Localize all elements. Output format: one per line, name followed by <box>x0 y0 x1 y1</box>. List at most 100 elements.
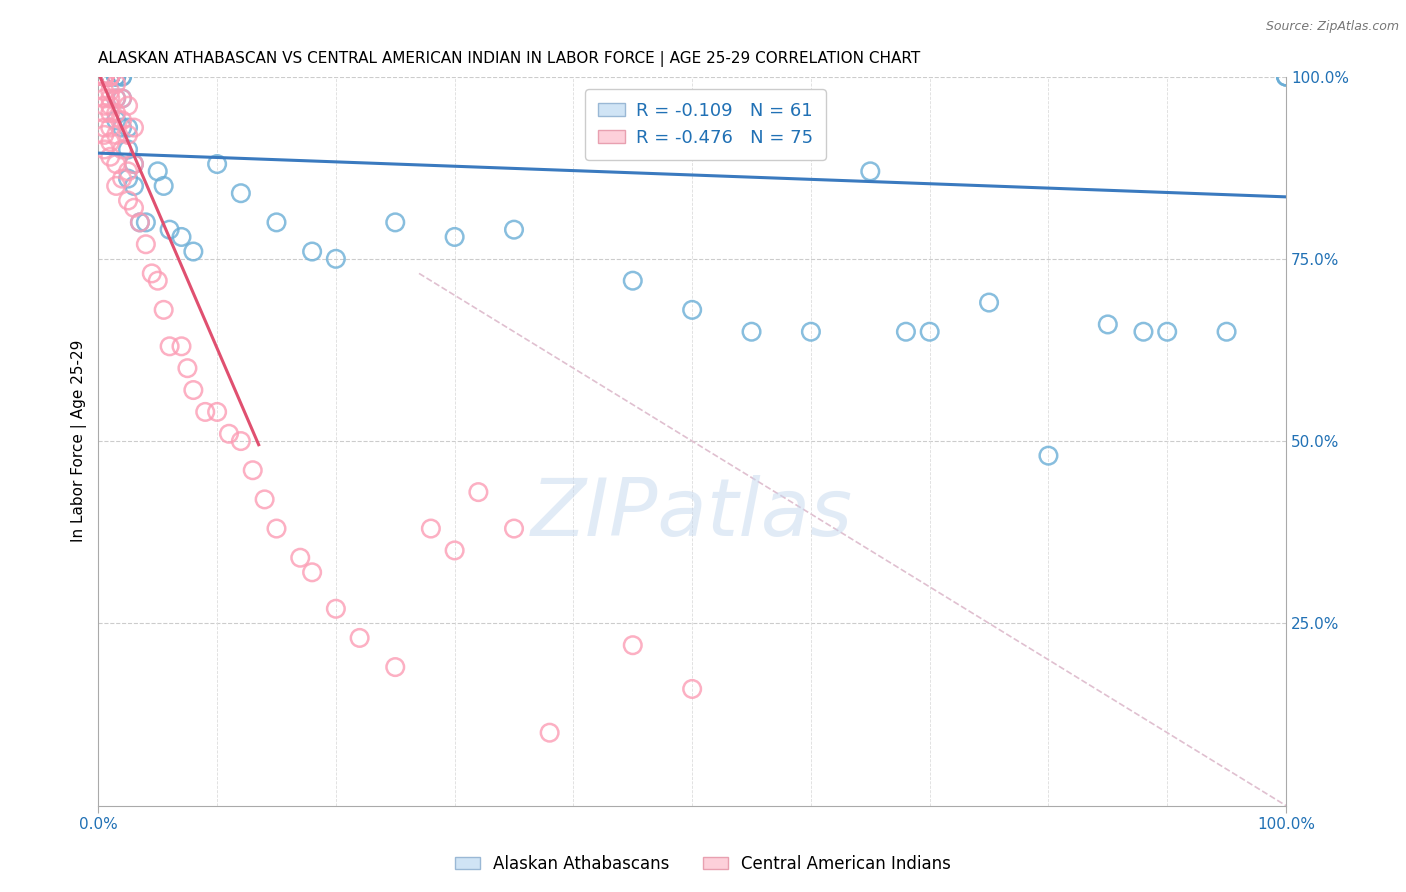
Point <box>117 164 139 178</box>
Point <box>325 601 347 615</box>
Point <box>538 725 561 739</box>
Point <box>621 638 644 652</box>
Point <box>105 91 128 105</box>
Point <box>325 252 347 266</box>
Point <box>218 426 240 441</box>
Point <box>111 91 134 105</box>
Point <box>419 522 441 536</box>
Point <box>111 91 134 105</box>
Point <box>146 164 169 178</box>
Point <box>170 339 193 353</box>
Point <box>98 91 121 105</box>
Point <box>93 70 115 84</box>
Point <box>111 120 134 135</box>
Point <box>93 70 115 84</box>
Point <box>122 201 145 215</box>
Point <box>93 70 115 84</box>
Point <box>1156 325 1178 339</box>
Point <box>146 274 169 288</box>
Point <box>98 99 121 113</box>
Point <box>443 543 465 558</box>
Point <box>98 135 121 149</box>
Point <box>266 522 288 536</box>
Point <box>105 106 128 120</box>
Point <box>105 70 128 84</box>
Point <box>229 186 252 201</box>
Point <box>93 70 115 84</box>
Point <box>105 91 128 105</box>
Point <box>384 215 406 229</box>
Point <box>105 113 128 128</box>
Point <box>93 70 115 84</box>
Point <box>467 485 489 500</box>
Point <box>1097 318 1119 332</box>
Point <box>117 194 139 208</box>
Point <box>93 70 115 84</box>
Point <box>170 230 193 244</box>
Text: ZIPatlas: ZIPatlas <box>531 475 853 553</box>
Point <box>93 106 115 120</box>
Point <box>93 70 115 84</box>
Point <box>183 244 205 259</box>
Point <box>205 405 228 419</box>
Point <box>93 70 115 84</box>
Point <box>129 215 152 229</box>
Point <box>93 70 115 84</box>
Point <box>253 492 276 507</box>
Point <box>741 325 763 339</box>
Point <box>135 237 157 252</box>
Point <box>98 70 121 84</box>
Point <box>105 70 128 84</box>
Point <box>141 267 163 281</box>
Point <box>176 361 198 376</box>
Point <box>117 120 139 135</box>
Point <box>98 70 121 84</box>
Point <box>98 70 121 84</box>
Point <box>98 70 121 84</box>
Point <box>122 157 145 171</box>
Point <box>152 302 174 317</box>
Point <box>93 120 115 135</box>
Point <box>93 128 115 142</box>
Point <box>977 295 1000 310</box>
Point <box>93 70 115 84</box>
Point <box>105 77 128 91</box>
Point <box>894 325 917 339</box>
Point <box>301 244 323 259</box>
Point <box>122 157 145 171</box>
Point <box>111 143 134 157</box>
Point <box>93 70 115 84</box>
Point <box>122 178 145 193</box>
Point <box>117 128 139 142</box>
Point <box>98 70 121 84</box>
Point <box>93 70 115 84</box>
Point <box>93 70 115 84</box>
Point <box>117 143 139 157</box>
Text: Source: ZipAtlas.com: Source: ZipAtlas.com <box>1265 20 1399 33</box>
Point <box>918 325 941 339</box>
Point <box>681 302 703 317</box>
Point <box>621 274 644 288</box>
Point <box>93 70 115 84</box>
Y-axis label: In Labor Force | Age 25-29: In Labor Force | Age 25-29 <box>72 340 87 542</box>
Point <box>1132 325 1154 339</box>
Point <box>111 171 134 186</box>
Point <box>93 84 115 98</box>
Point <box>93 70 115 84</box>
Point <box>105 70 128 84</box>
Point <box>503 522 526 536</box>
Point <box>443 230 465 244</box>
Point <box>98 70 121 84</box>
Point <box>503 222 526 236</box>
Point <box>93 99 115 113</box>
Text: ALASKAN ATHABASCAN VS CENTRAL AMERICAN INDIAN IN LABOR FORCE | AGE 25-29 CORRELA: ALASKAN ATHABASCAN VS CENTRAL AMERICAN I… <box>98 51 921 67</box>
Point <box>93 70 115 84</box>
Legend: Alaskan Athabascans, Central American Indians: Alaskan Athabascans, Central American In… <box>449 848 957 880</box>
Point <box>98 84 121 98</box>
Point <box>205 157 228 171</box>
Point <box>111 70 134 84</box>
Point <box>98 70 121 84</box>
Point <box>98 70 121 84</box>
Point <box>290 550 312 565</box>
Legend: R = -0.109   N = 61, R = -0.476   N = 75: R = -0.109 N = 61, R = -0.476 N = 75 <box>585 89 825 160</box>
